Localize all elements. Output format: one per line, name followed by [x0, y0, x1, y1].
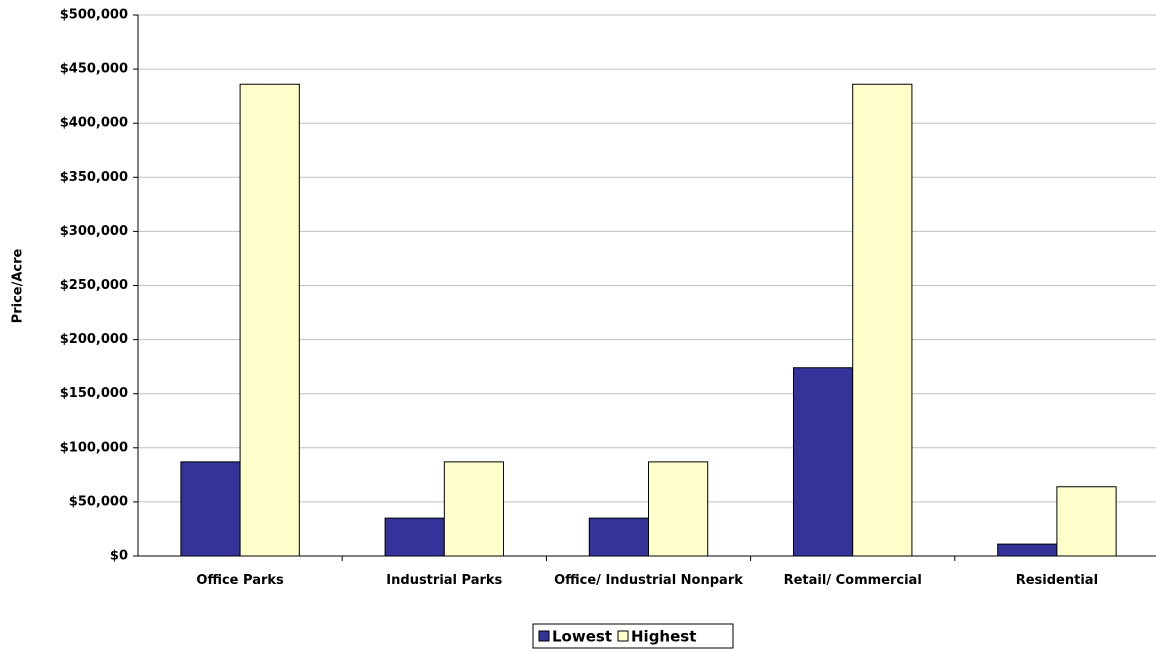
y-tick-label: $50,000 [69, 494, 128, 509]
y-tick-label: $150,000 [60, 386, 128, 401]
bar [648, 461, 709, 557]
legend-label: Lowest [552, 628, 612, 646]
y-tick-label: $450,000 [60, 62, 128, 77]
bar [180, 461, 241, 557]
y-axis-label: Price/Acre [11, 248, 26, 323]
bar [792, 367, 854, 557]
bar [384, 517, 445, 557]
y-tick-label: $500,000 [60, 8, 128, 23]
legend-label: Highest [631, 628, 696, 646]
bar [239, 83, 300, 557]
y-tick-label: $400,000 [60, 116, 128, 131]
legend-swatch [617, 630, 629, 642]
y-tick-label: $200,000 [60, 332, 128, 347]
y-tick-label: $350,000 [60, 170, 128, 185]
x-tick-label: Residential [1015, 573, 1099, 588]
x-tick-label: Industrial Parks [386, 573, 503, 588]
legend-swatch [538, 630, 550, 642]
x-tick-label: Office Parks [196, 573, 284, 588]
bar [852, 83, 913, 557]
bar [443, 461, 505, 557]
legend-box [532, 623, 734, 649]
bar [588, 517, 649, 557]
y-tick-label: $100,000 [60, 440, 128, 455]
bar [997, 543, 1058, 557]
bar [1056, 486, 1117, 557]
y-tick-label: $0 [110, 549, 128, 564]
y-tick-label: $300,000 [60, 224, 128, 239]
x-tick-label: Retail/ Commercial [783, 573, 922, 588]
x-tick-label: Office/ Industrial Nonpark [554, 573, 743, 588]
y-tick-label: $250,000 [60, 278, 128, 293]
